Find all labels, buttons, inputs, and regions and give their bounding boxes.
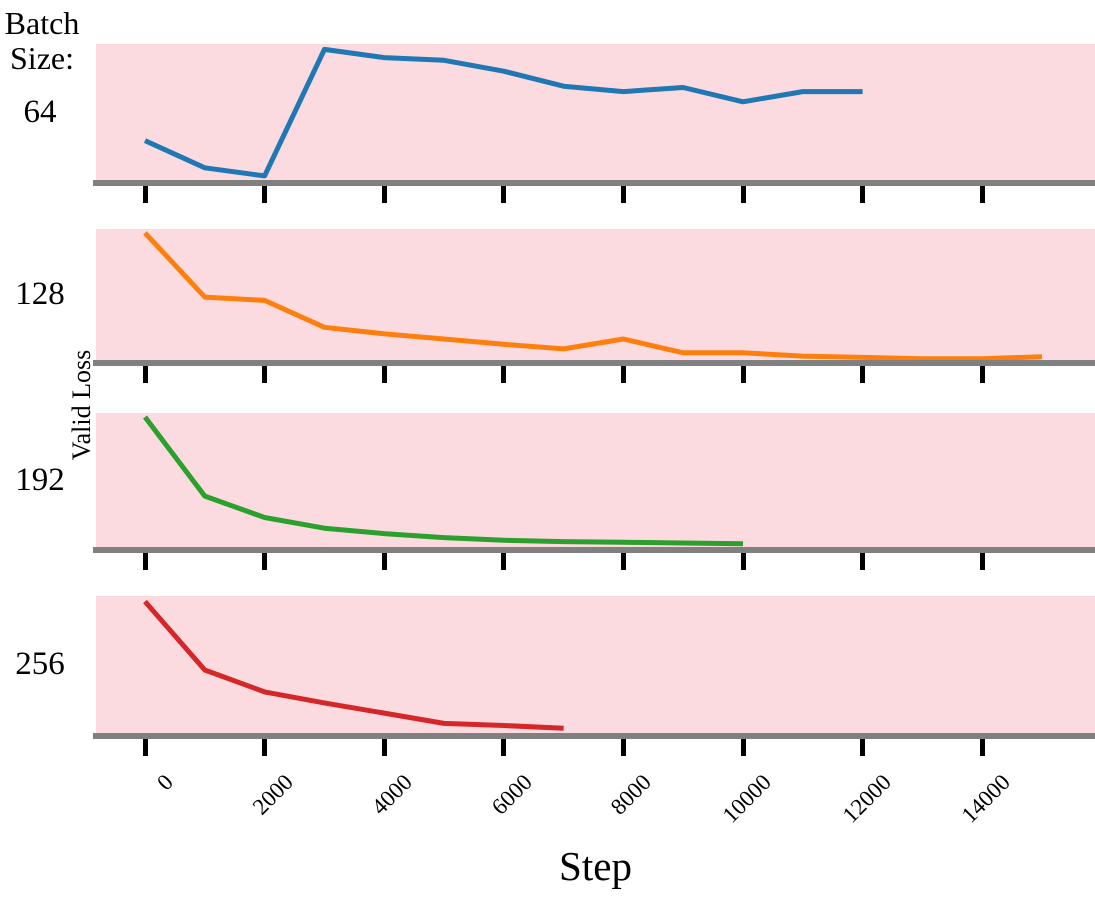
x-axis-spine-panel-2	[93, 360, 1095, 366]
batch-size-title-line1: Batch	[4, 5, 80, 41]
loss-curve-batch-192	[143, 415, 744, 547]
row-label-batch-192: 192	[15, 462, 65, 498]
loss-curve-batch-64	[143, 46, 863, 179]
x-tick-mark	[142, 186, 148, 203]
x-tick-mark	[979, 186, 985, 203]
x-tick-mark	[740, 186, 746, 203]
x-tick-mark	[381, 366, 387, 383]
x-axis-spine-panel-1	[93, 180, 1095, 186]
x-tick-mark	[262, 553, 268, 570]
x-tick-mark	[740, 739, 746, 756]
x-axis-spine-panel-4	[93, 733, 1095, 739]
x-tick-mark	[262, 366, 268, 383]
x-tick-mark	[501, 366, 507, 383]
x-tick-mark	[262, 186, 268, 203]
x-tick-mark	[381, 553, 387, 570]
x-tick-mark	[979, 553, 985, 570]
plot-area-batch-256	[143, 599, 564, 731]
x-tick-mark	[620, 366, 626, 383]
panel-batch-128	[96, 229, 1095, 362]
x-tick-mark	[860, 553, 866, 570]
y-axis-label: Valid Loss	[67, 349, 96, 461]
row-label-batch-256: 256	[15, 646, 65, 682]
plot-area-batch-128	[143, 231, 1043, 362]
x-tick-mark	[860, 186, 866, 203]
x-tick-mark	[262, 739, 268, 756]
x-tick-mark	[860, 739, 866, 756]
x-tick-mark	[501, 553, 507, 570]
x-tick-mark	[620, 739, 626, 756]
loss-curve-batch-128	[143, 231, 1043, 362]
row-label-batch-64: 64	[23, 94, 57, 130]
batch-size-title-line2: Size:	[10, 40, 74, 76]
loss-curve-batch-256	[143, 599, 564, 731]
row-label-batch-128: 128	[15, 276, 65, 312]
x-tick-mark	[501, 186, 507, 203]
x-tick-mark	[142, 739, 148, 756]
x-tick-mark	[979, 739, 985, 756]
x-tick-mark	[620, 186, 626, 203]
x-tick-mark	[381, 186, 387, 203]
x-tick-mark	[142, 366, 148, 383]
x-tick-mark	[142, 553, 148, 570]
panel-batch-192	[96, 413, 1095, 547]
x-axis-spine-panel-3	[93, 547, 1095, 553]
panel-batch-256	[96, 596, 1095, 733]
x-tick-mark	[740, 553, 746, 570]
plot-area-batch-64	[143, 46, 863, 179]
x-tick-mark	[740, 366, 746, 383]
x-tick-mark	[620, 553, 626, 570]
plot-area-batch-192	[143, 415, 744, 547]
panel-batch-64	[96, 44, 1095, 180]
x-tick-mark	[860, 366, 866, 383]
x-axis-label: Step	[559, 843, 632, 889]
batch-size-title: Batch Size:	[0, 6, 84, 76]
x-tick-mark	[381, 739, 387, 756]
x-tick-mark	[501, 739, 507, 756]
x-tick-mark	[979, 366, 985, 383]
